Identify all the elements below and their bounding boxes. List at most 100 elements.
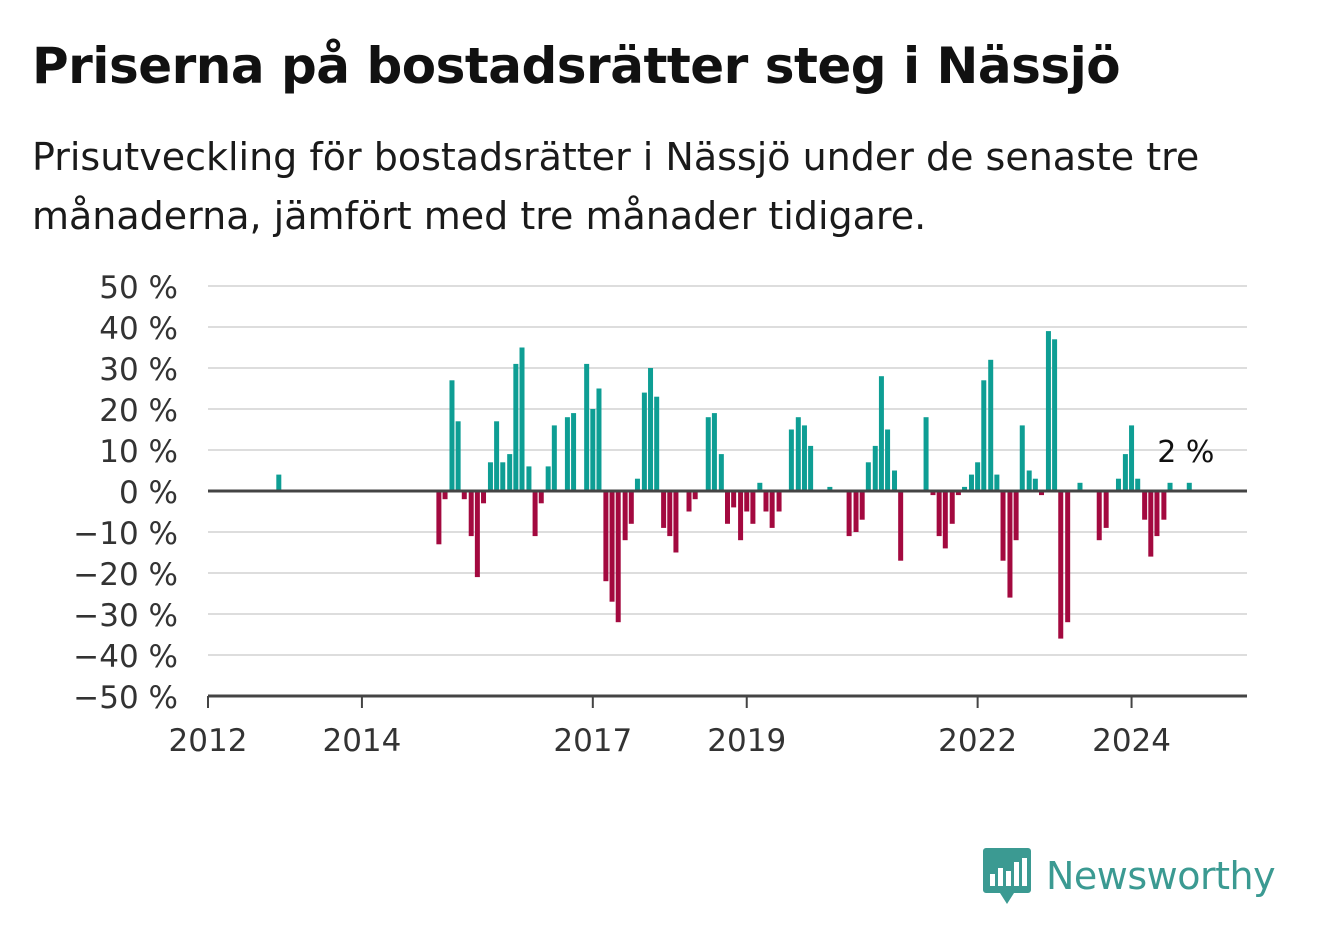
bar — [1077, 482, 1083, 491]
bar — [622, 491, 628, 541]
y-tick-label: 50 % — [99, 270, 178, 306]
bar — [1129, 425, 1135, 491]
bar — [731, 491, 737, 508]
bar — [994, 474, 1000, 491]
bar — [1148, 491, 1154, 557]
bar — [846, 491, 852, 537]
y-axis-ticks: 50 % 40 % 30 % 20 % 10 % 0 % −10 % −20 % −30 % −4… — [73, 270, 178, 716]
y-tick-label: −40 % — [73, 639, 178, 675]
bar — [718, 454, 724, 491]
bar — [1103, 491, 1109, 528]
bar — [975, 462, 981, 491]
bar — [609, 491, 615, 602]
bar — [892, 470, 898, 491]
axes — [208, 489, 1247, 698]
bar — [596, 388, 602, 491]
bar — [545, 466, 551, 491]
bar — [1032, 478, 1038, 491]
bar — [923, 417, 929, 491]
bar — [571, 413, 577, 491]
bar — [1065, 491, 1071, 623]
bar — [859, 491, 865, 520]
bar — [711, 413, 717, 491]
bar — [744, 491, 750, 512]
bar — [461, 491, 467, 500]
bar — [526, 466, 532, 491]
bar — [968, 474, 974, 491]
bar — [1115, 478, 1121, 491]
x-axis-ticks: 2012 2014 2017 2019 2022 2024 — [169, 696, 1171, 759]
bar — [564, 417, 570, 491]
bar — [654, 396, 660, 491]
x-tick-label: 2012 — [169, 723, 248, 759]
bar — [801, 425, 807, 491]
y-tick-label: 0 % — [119, 475, 178, 511]
bar — [705, 417, 711, 491]
bar — [1000, 491, 1006, 561]
bar-series — [276, 331, 1192, 639]
bar — [487, 462, 493, 491]
bar — [1007, 491, 1013, 598]
bar — [1058, 491, 1064, 639]
bar — [872, 445, 878, 491]
bar — [776, 491, 782, 512]
y-tick-label: −30 % — [73, 598, 178, 634]
bar — [603, 491, 609, 582]
bar — [1167, 482, 1173, 491]
x-tick-label: 2019 — [707, 723, 786, 759]
bar — [500, 462, 506, 491]
y-tick-label: −10 % — [73, 516, 178, 552]
bar — [1045, 331, 1051, 491]
bar — [494, 421, 500, 491]
bar — [641, 392, 647, 491]
bar — [1161, 491, 1167, 520]
bar — [513, 363, 519, 491]
bar — [661, 491, 667, 528]
bar — [725, 491, 730, 524]
y-tick-label: −20 % — [73, 557, 178, 593]
x-tick-label: 2022 — [938, 723, 1017, 759]
bar — [686, 491, 692, 512]
bar-chart-speech-bubble-icon — [983, 848, 1031, 904]
bar — [615, 491, 621, 623]
bar — [750, 491, 756, 524]
bar — [673, 491, 679, 553]
page-title: Priserna på bostadsrätter steg i Nässjö — [32, 37, 1121, 95]
bar — [1052, 339, 1058, 491]
bar — [474, 491, 480, 578]
bar — [590, 409, 596, 491]
bar — [436, 491, 442, 545]
bar — [519, 347, 525, 491]
bar — [532, 491, 538, 537]
bar — [955, 491, 961, 496]
bar — [878, 376, 884, 491]
bar — [981, 380, 987, 491]
bar — [865, 462, 871, 491]
bar — [628, 491, 634, 524]
bar — [1154, 491, 1160, 537]
bar — [634, 478, 640, 491]
bar — [757, 482, 763, 491]
x-tick-label: 2014 — [322, 723, 401, 759]
bar — [455, 421, 461, 491]
bar — [276, 474, 282, 491]
bar — [584, 363, 590, 491]
bar — [827, 486, 833, 491]
bar — [1135, 478, 1141, 491]
bar — [507, 454, 513, 491]
bar — [1142, 491, 1148, 520]
bar — [648, 368, 654, 491]
bar — [1019, 425, 1025, 491]
bar — [1013, 491, 1019, 541]
bar — [667, 491, 673, 537]
bar — [1039, 491, 1045, 496]
latest-value-annotation: 2 % — [1157, 435, 1214, 470]
newsworthy-logo: Newsworthy — [982, 846, 1276, 906]
logo-text: Newsworthy — [1046, 854, 1276, 898]
bar — [962, 486, 968, 491]
y-tick-label: 10 % — [99, 434, 178, 470]
grid-lines — [208, 285, 1247, 656]
bar — [795, 417, 801, 491]
y-tick-label: 20 % — [99, 393, 178, 429]
